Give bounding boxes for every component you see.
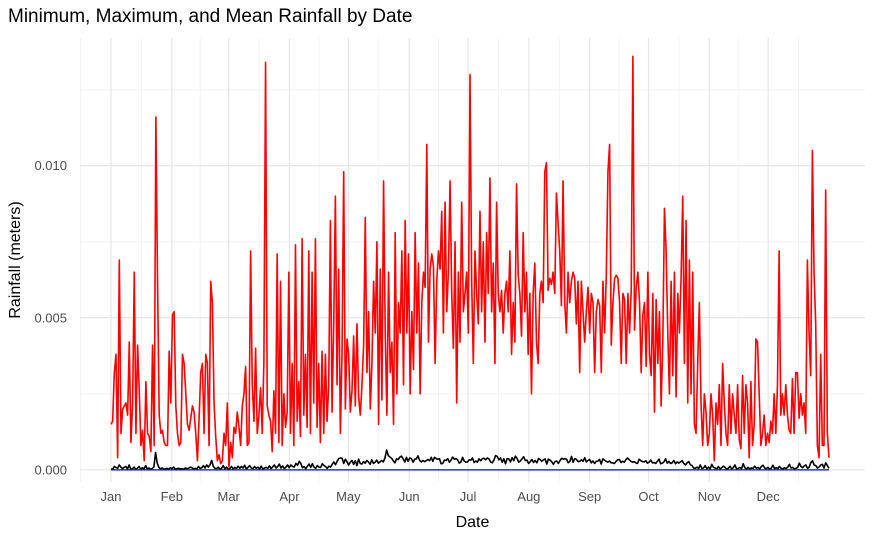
x-tick-label: Aug: [517, 489, 540, 504]
x-axis-title: Date: [456, 514, 490, 531]
x-tick-label: Apr: [279, 489, 300, 504]
y-tick-label: 0.010: [34, 158, 67, 173]
chart-title: Minimum, Maximum, and Mean Rainfall by D…: [8, 6, 413, 27]
y-axis-title: Rainfall (meters): [7, 201, 24, 318]
x-tick-label: Sep: [578, 489, 601, 504]
series-lines: [110, 55, 830, 471]
series-line-maximum: [110, 55, 830, 468]
series-line-mean: [110, 449, 830, 471]
x-tick-label: Jan: [101, 489, 122, 504]
x-tick-label: Mar: [218, 489, 241, 504]
tick-labels: 0.000 0.005 0.010 Jan Feb Mar Apr May Jun Jul Aug S…: [34, 158, 780, 504]
y-tick-label: 0.000: [34, 462, 67, 477]
x-tick-label: Jun: [399, 489, 420, 504]
x-tick-label: Jul: [460, 489, 477, 504]
x-tick-label: Oct: [638, 489, 659, 504]
x-tick-label: Feb: [161, 489, 183, 504]
x-tick-label: Nov: [698, 489, 722, 504]
x-tick-label: Dec: [757, 489, 781, 504]
y-tick-label: 0.005: [34, 310, 67, 325]
x-tick-label: May: [336, 489, 361, 504]
